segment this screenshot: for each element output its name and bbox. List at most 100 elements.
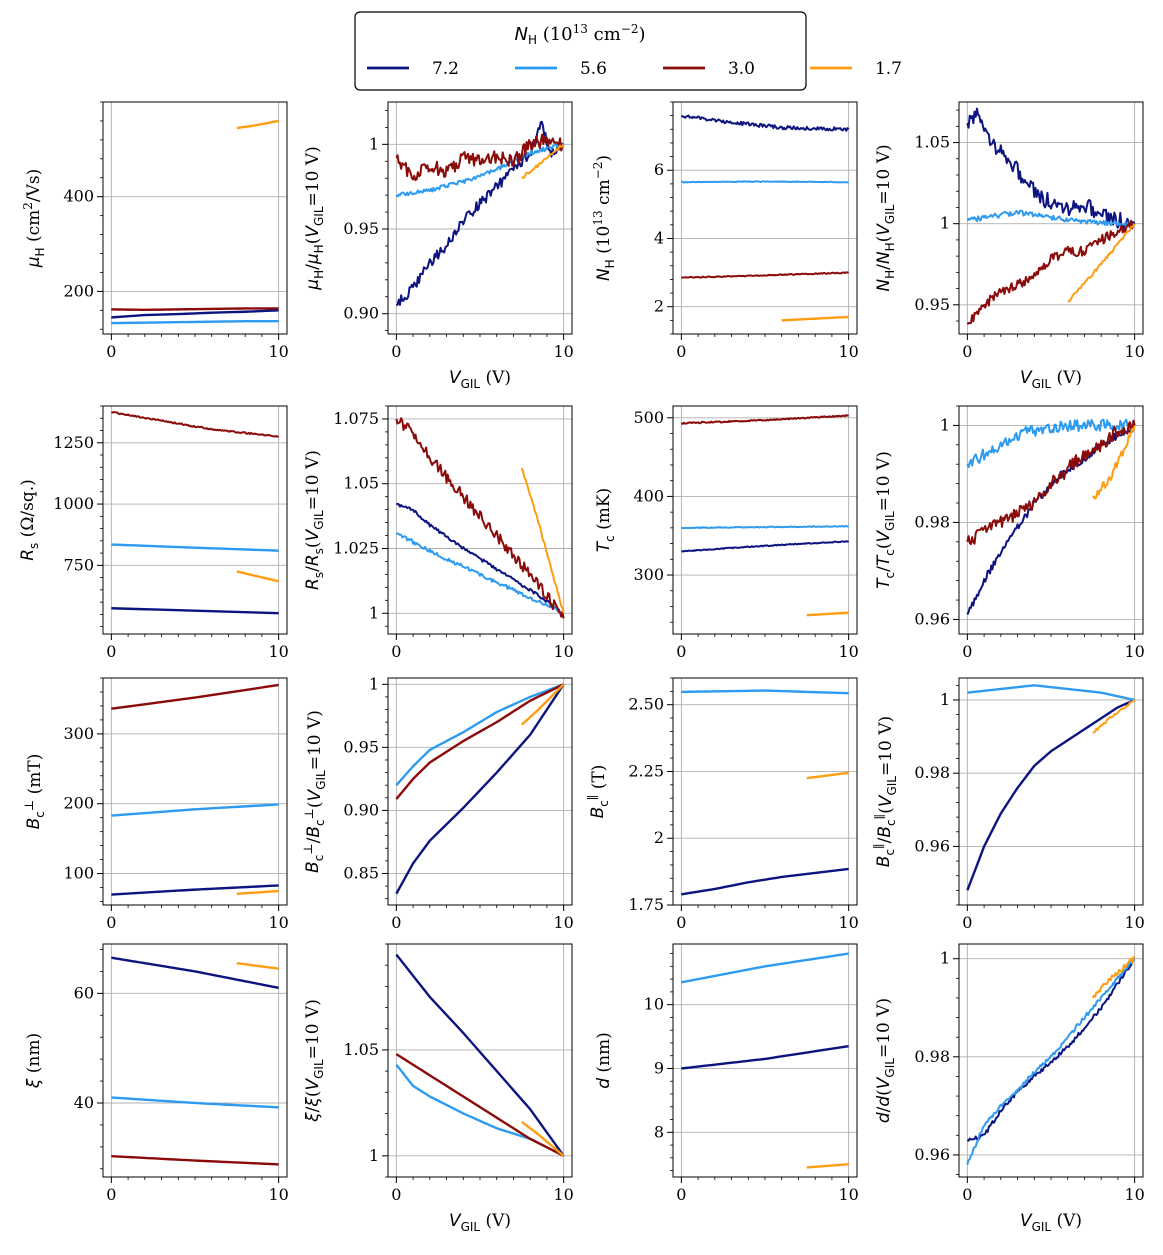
x-tick-label: 0 [391, 913, 401, 932]
panel-Bc_perp: 0 10 100 200 300 Bc⊥ (mT) [22, 677, 289, 932]
x-tick-label: 10 [838, 913, 858, 932]
axes-frame [102, 677, 288, 906]
y-axis-label: d/d(VGIL=10 V) [874, 998, 897, 1123]
y-axis-label: Rs (Ω/sq.) [18, 479, 41, 561]
series-line-1 [111, 956, 279, 990]
series-line-3 [966, 219, 1136, 325]
x-tick-label: 0 [106, 342, 116, 361]
panel-xi_norm: 0 10 1 1.05 ξ/ξ(VGIL=10 V) VGIL (V) [303, 943, 574, 1234]
x-tick-label: 0 [391, 642, 401, 661]
y-tick-label: 0.98 [914, 1047, 950, 1066]
x-tick-label: 10 [1124, 642, 1144, 661]
panel-NH: 0 10 2 4 6 NH (1013 cm−2) [591, 101, 859, 361]
series-line-3 [111, 1154, 279, 1166]
series-line-3 [395, 683, 565, 800]
y-tick-label: 1.75 [628, 895, 664, 914]
panel-muH_norm: 0 10 0.90 0.95 1 μH/μH(VGIL=10 V) VGIL (V) [303, 101, 574, 391]
series-line-3 [1091, 955, 1136, 999]
y-tick-label: 1.075 [333, 409, 379, 428]
series-line-1 [966, 698, 1136, 891]
series-line-4 [520, 467, 565, 614]
y-axis-label: Bc∥/Bc∥(VGIL=10 V) [872, 716, 899, 867]
y-axis-label: NH (1013 cm−2) [591, 155, 617, 281]
x-tick-label: 10 [838, 1185, 858, 1204]
legend-label-1: 7.2 [432, 59, 459, 79]
y-tick-label: 1.05 [343, 1040, 379, 1059]
panel-Rs: 0 10 750 1000 1250 Rs (Ω/sq.) [18, 405, 289, 661]
axes-frame [102, 405, 288, 635]
y-tick-label: 0.96 [914, 1145, 950, 1164]
x-tick-label: 0 [676, 913, 686, 932]
x-tick-label: 10 [553, 642, 573, 661]
series-line-2 [681, 689, 849, 695]
series-line-1 [966, 422, 1136, 616]
panel-Rs_norm: 0 10 1 1.025 1.05 1.075 Rs/Rs(VGIL=10 V) [303, 405, 574, 661]
series-line-4 [236, 570, 279, 583]
y-tick-label: 6 [654, 160, 664, 179]
panel-d_norm: 0 10 0.96 0.98 1 d/d(VGIL=10 V) VGIL (V) [874, 943, 1145, 1234]
series-line-2 [681, 525, 849, 530]
x-axis-label: VGIL (V) [1020, 1211, 1082, 1234]
series-line-1 [395, 120, 565, 307]
series-line-2 [395, 532, 564, 615]
legend-label-4: 1.7 [875, 59, 902, 79]
y-tick-label: 0.95 [914, 295, 950, 314]
series-line-2 [111, 1096, 279, 1109]
series-line-3 [111, 307, 279, 312]
series-line-2 [967, 684, 1135, 702]
panel-muH: 0 10 200 400 μH (cm2/Vs) [21, 101, 289, 361]
y-tick-label: 2 [654, 828, 664, 847]
axes-frame [102, 101, 288, 335]
legend-title: NH (1013 cm−2) [514, 22, 645, 47]
x-tick-label: 0 [962, 1185, 972, 1204]
series-line-3 [1092, 699, 1136, 734]
y-tick-label: 1 [940, 415, 950, 434]
series-line-1 [111, 884, 279, 896]
x-axis-label: VGIL (V) [449, 368, 511, 391]
y-tick-label: 1 [369, 1146, 379, 1165]
y-tick-label: 0.98 [914, 512, 950, 531]
panel-Bc_par: 0 10 1.75 2 2.25 2.50 Bc∥ (T) [586, 677, 859, 932]
y-tick-label: 1.05 [914, 133, 950, 152]
y-tick-label: 2.25 [628, 761, 664, 780]
y-tick-label: 2.50 [628, 695, 664, 714]
panel-Bc_perp_norm: 0 10 0.85 0.90 0.95 1 Bc⊥/Bc⊥(VGIL=10 V) [301, 674, 574, 932]
y-tick-label: 1 [940, 214, 950, 233]
x-axis-label: VGIL (V) [449, 1211, 511, 1234]
series-line-2 [111, 320, 279, 325]
series-line-2 [111, 543, 279, 552]
legend: NH (1013 cm−2) 7.2 5.6 3.0 1.7 [354, 11, 902, 91]
series-line-2 [681, 180, 849, 184]
x-tick-label: 0 [391, 342, 401, 361]
series-line-4 [1067, 223, 1136, 303]
y-tick-label: 1 [369, 134, 379, 153]
y-tick-label: 100 [63, 864, 94, 883]
series-line-4 [521, 143, 565, 179]
x-tick-label: 0 [106, 913, 116, 932]
y-axis-label: Tc/Tc(VGIL=10 V) [874, 451, 897, 589]
y-axis-label: Bc⊥/Bc⊥(VGIL=10 V) [301, 710, 328, 873]
x-tick-label: 0 [962, 642, 972, 661]
series-line-3 [111, 411, 279, 438]
series-line-1 [966, 107, 1136, 230]
x-tick-label: 10 [553, 913, 573, 932]
axes-frame [958, 677, 1144, 906]
y-axis-label: d (nm) [594, 1032, 614, 1089]
x-tick-label: 0 [962, 913, 972, 932]
series-line-3 [806, 1163, 849, 1169]
series-line-2 [681, 952, 849, 984]
y-tick-label: 1.05 [343, 474, 379, 493]
series-line-4 [781, 315, 849, 322]
y-tick-label: 1250 [53, 433, 94, 452]
y-tick-label: 750 [63, 555, 94, 574]
series-line-1 [111, 309, 279, 319]
series-line-4 [806, 611, 849, 617]
series-line-3 [680, 414, 849, 425]
series-line-2 [395, 683, 565, 786]
panel-d: 0 10 8 9 10 d (nm) [594, 943, 859, 1204]
y-tick-label: 200 [63, 281, 94, 300]
series-line-3 [966, 419, 1136, 546]
y-tick-label: 1 [369, 603, 379, 622]
